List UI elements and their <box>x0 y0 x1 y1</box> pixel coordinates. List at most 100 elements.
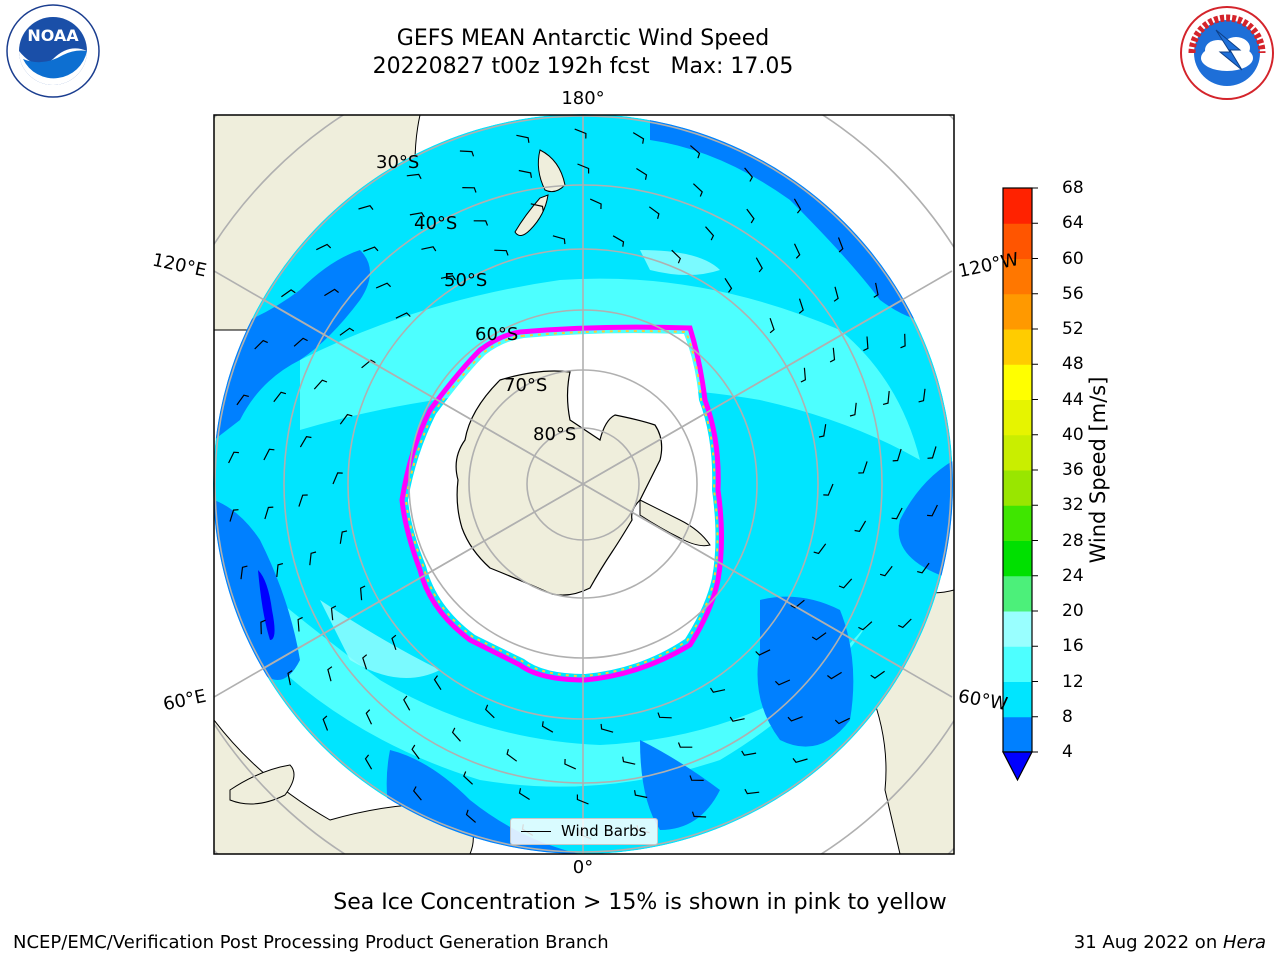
wind-barb <box>440 275 456 281</box>
wind-barb <box>600 723 614 733</box>
sea-ice-edge <box>399 324 724 683</box>
footer-machine: Hera <box>1222 932 1266 953</box>
wind-barb <box>564 758 577 770</box>
wind-barb <box>917 562 930 574</box>
wind-barb <box>339 413 353 425</box>
wind-barb <box>574 128 587 139</box>
wind-barb <box>293 337 308 347</box>
wind-barb <box>473 220 489 226</box>
wind-barb <box>236 394 249 406</box>
colorbar-segment <box>1003 434 1032 471</box>
wind-barb <box>829 347 836 363</box>
wind-barb <box>359 585 366 601</box>
wind-barb <box>577 163 590 174</box>
wind-barb <box>339 530 348 544</box>
colorbar-segment <box>1003 716 1032 753</box>
wind-barb <box>634 790 648 799</box>
wind-barb <box>403 695 411 711</box>
lat-label-70s: 70°S <box>504 375 548 396</box>
wind-barb <box>332 472 343 485</box>
wind-barb <box>838 578 853 589</box>
wind-barb <box>837 237 844 253</box>
colorbar-segment <box>1003 329 1032 365</box>
wind-barb <box>299 436 312 448</box>
wind-barb <box>297 616 303 632</box>
footer-credit: NCEP/EMC/Verification Post Processing Pr… <box>13 932 609 953</box>
wind-barb <box>823 483 834 496</box>
wind-barb <box>689 775 704 781</box>
wind-barb <box>358 205 374 210</box>
colorbar-segment <box>1003 646 1032 682</box>
map-legend: Wind Barbs <box>510 818 658 845</box>
wind-region-low-se <box>757 596 854 747</box>
wind-barb <box>690 145 701 159</box>
wind-barb <box>395 312 411 319</box>
colorbar-tick-label: 20 <box>1062 601 1084 621</box>
noaa-logo: NOAA <box>3 3 103 103</box>
wind-barb <box>240 565 248 580</box>
wind-barb <box>900 333 906 349</box>
colorbar-tick-label: 68 <box>1062 178 1084 198</box>
wind-band-pale <box>320 600 440 678</box>
wind-region-low-e <box>898 460 953 580</box>
legend-label: Wind Barbs <box>561 822 647 840</box>
wind-barb <box>316 243 332 251</box>
wind-barb <box>254 339 268 350</box>
wind-barb <box>287 670 293 686</box>
colorbar-tick-label: 4 <box>1062 742 1073 762</box>
colorbar-under-triangle <box>1002 751 1033 782</box>
lat-label-50s: 50°S <box>444 270 488 291</box>
colorbar-tick-label: 24 <box>1062 565 1084 586</box>
colorbar-segment <box>1003 470 1032 506</box>
wind-barb <box>530 203 544 212</box>
wind-barb <box>363 246 379 252</box>
lat-label-60s: 60°S <box>475 324 519 345</box>
legend-line-swatch <box>521 831 551 832</box>
lat-label-30s: 30°S <box>376 152 420 173</box>
wind-barb <box>873 282 879 298</box>
wind-barb <box>327 666 333 682</box>
colorbar-segment <box>1003 293 1032 330</box>
wind-barb <box>849 402 857 417</box>
chart-subtitle-text: 20220827 t00z 192h fcst Max: 17.05 <box>372 54 794 79</box>
colorbar-tick-label: 40 <box>1062 424 1084 445</box>
wind-barb <box>484 704 495 719</box>
sea-ice-edge-yellow <box>404 330 719 678</box>
chart-title: GEFS MEAN Antarctic Wind Speed <box>396 26 770 51</box>
wind-barb <box>755 257 763 273</box>
wind-barb <box>787 716 803 722</box>
wind-band-pale-2 <box>640 250 720 275</box>
wind-barb <box>406 173 422 180</box>
wind-barb <box>361 359 376 369</box>
wind-barb <box>746 208 755 224</box>
wind-barb <box>705 226 715 241</box>
wind-barb <box>648 206 660 219</box>
wind-barb <box>870 670 885 679</box>
colorbar-label: Wind Speed [m/s] <box>1086 376 1110 564</box>
colorbar-tick-label: 16 <box>1062 636 1084 657</box>
footer-date-text: 31 Aug 2022 on <box>1073 932 1223 953</box>
noaa-logo-text: NOAA <box>27 26 79 45</box>
lat-label-80s: 80°S <box>533 424 577 445</box>
wind-barb <box>324 288 339 297</box>
wind-barb <box>516 134 530 143</box>
wind-barb <box>391 634 397 650</box>
colorbar-tick-label: 64 <box>1062 213 1084 234</box>
colorbar-tick-label: 32 <box>1062 495 1084 516</box>
wind-barb <box>362 654 368 670</box>
wind-barb <box>790 599 805 609</box>
wind-barb <box>506 749 518 762</box>
wind-region-low-w <box>214 500 300 680</box>
colorbar-segment <box>1003 188 1032 224</box>
lon-label-180: 180° <box>561 88 605 109</box>
wind-barb <box>330 605 337 621</box>
wind-barb <box>657 712 672 719</box>
wind-barb <box>744 788 760 795</box>
wind-barb <box>793 243 801 259</box>
colorbar-tick-label: 36 <box>1062 460 1084 480</box>
wind-barb <box>833 286 839 302</box>
wind-region-low-nw <box>214 250 370 440</box>
wind-barb <box>375 282 392 289</box>
outer-graticule <box>214 115 954 854</box>
wind-barb <box>724 277 733 293</box>
